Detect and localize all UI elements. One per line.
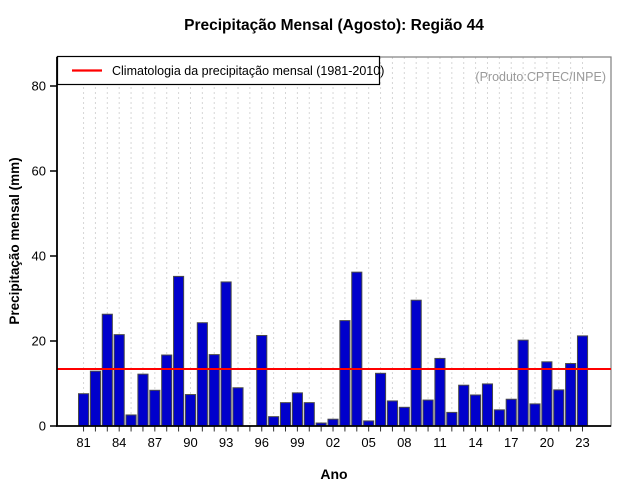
x-axis-title: Ano — [320, 466, 347, 482]
bar-2003 — [339, 320, 351, 427]
axes: 81 84 87 90 93 96 99 02 05 08 11 14 17 20 23 0 20 40 60 80 — [32, 57, 611, 450]
bar-2021 — [553, 389, 565, 427]
x-tick-label-1981: 81 — [76, 435, 90, 450]
bar-2017 — [505, 398, 517, 427]
legend-label: Climatologia da precipitação mensal (198… — [112, 64, 384, 78]
bar-2016 — [493, 409, 505, 427]
bar-2018 — [517, 339, 529, 427]
bar-1981 — [78, 393, 90, 427]
bar-1997 — [268, 416, 280, 427]
bar-1983 — [101, 313, 113, 427]
bar-2007 — [386, 400, 398, 427]
bar-1988 — [161, 354, 173, 427]
x-tick-label-2023: 23 — [575, 435, 589, 450]
y-tick-label-40: 40 — [32, 249, 46, 264]
bar-2013 — [458, 384, 470, 427]
bar-2002 — [327, 418, 339, 427]
bar-2010 — [422, 399, 434, 427]
y-tick-label-0: 0 — [39, 419, 46, 434]
bar-1984 — [113, 334, 125, 427]
bar-2008 — [398, 406, 410, 427]
x-tick-label-1984: 84 — [112, 435, 126, 450]
bar-2022 — [565, 363, 577, 427]
bar-2020 — [541, 361, 553, 427]
bar-1986 — [137, 373, 149, 427]
y-axis-title: Precipitação mensal (mm) — [7, 157, 22, 324]
gridlines — [83, 57, 584, 426]
bar-1989 — [173, 275, 185, 427]
chart-title: Precipitação Mensal (Agosto): Região 44 — [184, 17, 484, 34]
legend-box — [56, 55, 381, 86]
x-tick-label-2017: 17 — [504, 435, 518, 450]
bar-2004 — [351, 271, 363, 427]
legend: Climatologia da precipitação mensal (198… — [56, 55, 384, 86]
bars — [78, 271, 589, 427]
x-tick-label-2020: 20 — [540, 435, 554, 450]
bar-2023 — [576, 335, 589, 427]
bar-1990 — [184, 394, 197, 427]
bar-1991 — [196, 322, 208, 427]
x-tick-label-1990: 90 — [183, 435, 197, 450]
x-tick-label-1987: 87 — [148, 435, 162, 450]
bar-2015 — [481, 383, 494, 427]
bar-1987 — [149, 389, 161, 427]
bar-1993 — [220, 281, 232, 427]
x-tick-label-1996: 96 — [255, 435, 269, 450]
bar-1992 — [208, 354, 220, 427]
bar-2000 — [303, 402, 315, 427]
bar-2014 — [470, 394, 482, 427]
bar-1982 — [89, 370, 101, 427]
y-tick-label-80: 80 — [32, 79, 46, 94]
y-tick-label-20: 20 — [32, 334, 46, 349]
x-tick-label-2011: 11 — [433, 435, 447, 450]
bar-2012 — [446, 411, 458, 427]
product-watermark: (Produto:CPTEC/INPE) — [475, 70, 606, 84]
x-tick-label-2002: 02 — [326, 435, 340, 450]
bar-1994 — [232, 387, 244, 427]
x-tick-label-2008: 08 — [397, 435, 411, 450]
bar-2019 — [529, 403, 541, 427]
bar-1985 — [125, 414, 137, 427]
bar-1996 — [256, 334, 268, 427]
bar-2006 — [375, 372, 387, 427]
bar-1999 — [291, 392, 303, 427]
y-tick-label-60: 60 — [32, 164, 46, 179]
bar-2009 — [410, 299, 422, 427]
bar-1998 — [279, 402, 292, 427]
x-tick-label-2014: 14 — [468, 435, 482, 450]
x-tick-label-1993: 93 — [219, 435, 233, 450]
x-tick-label-2005: 05 — [361, 435, 375, 450]
x-tick-label-1999: 99 — [290, 435, 304, 450]
